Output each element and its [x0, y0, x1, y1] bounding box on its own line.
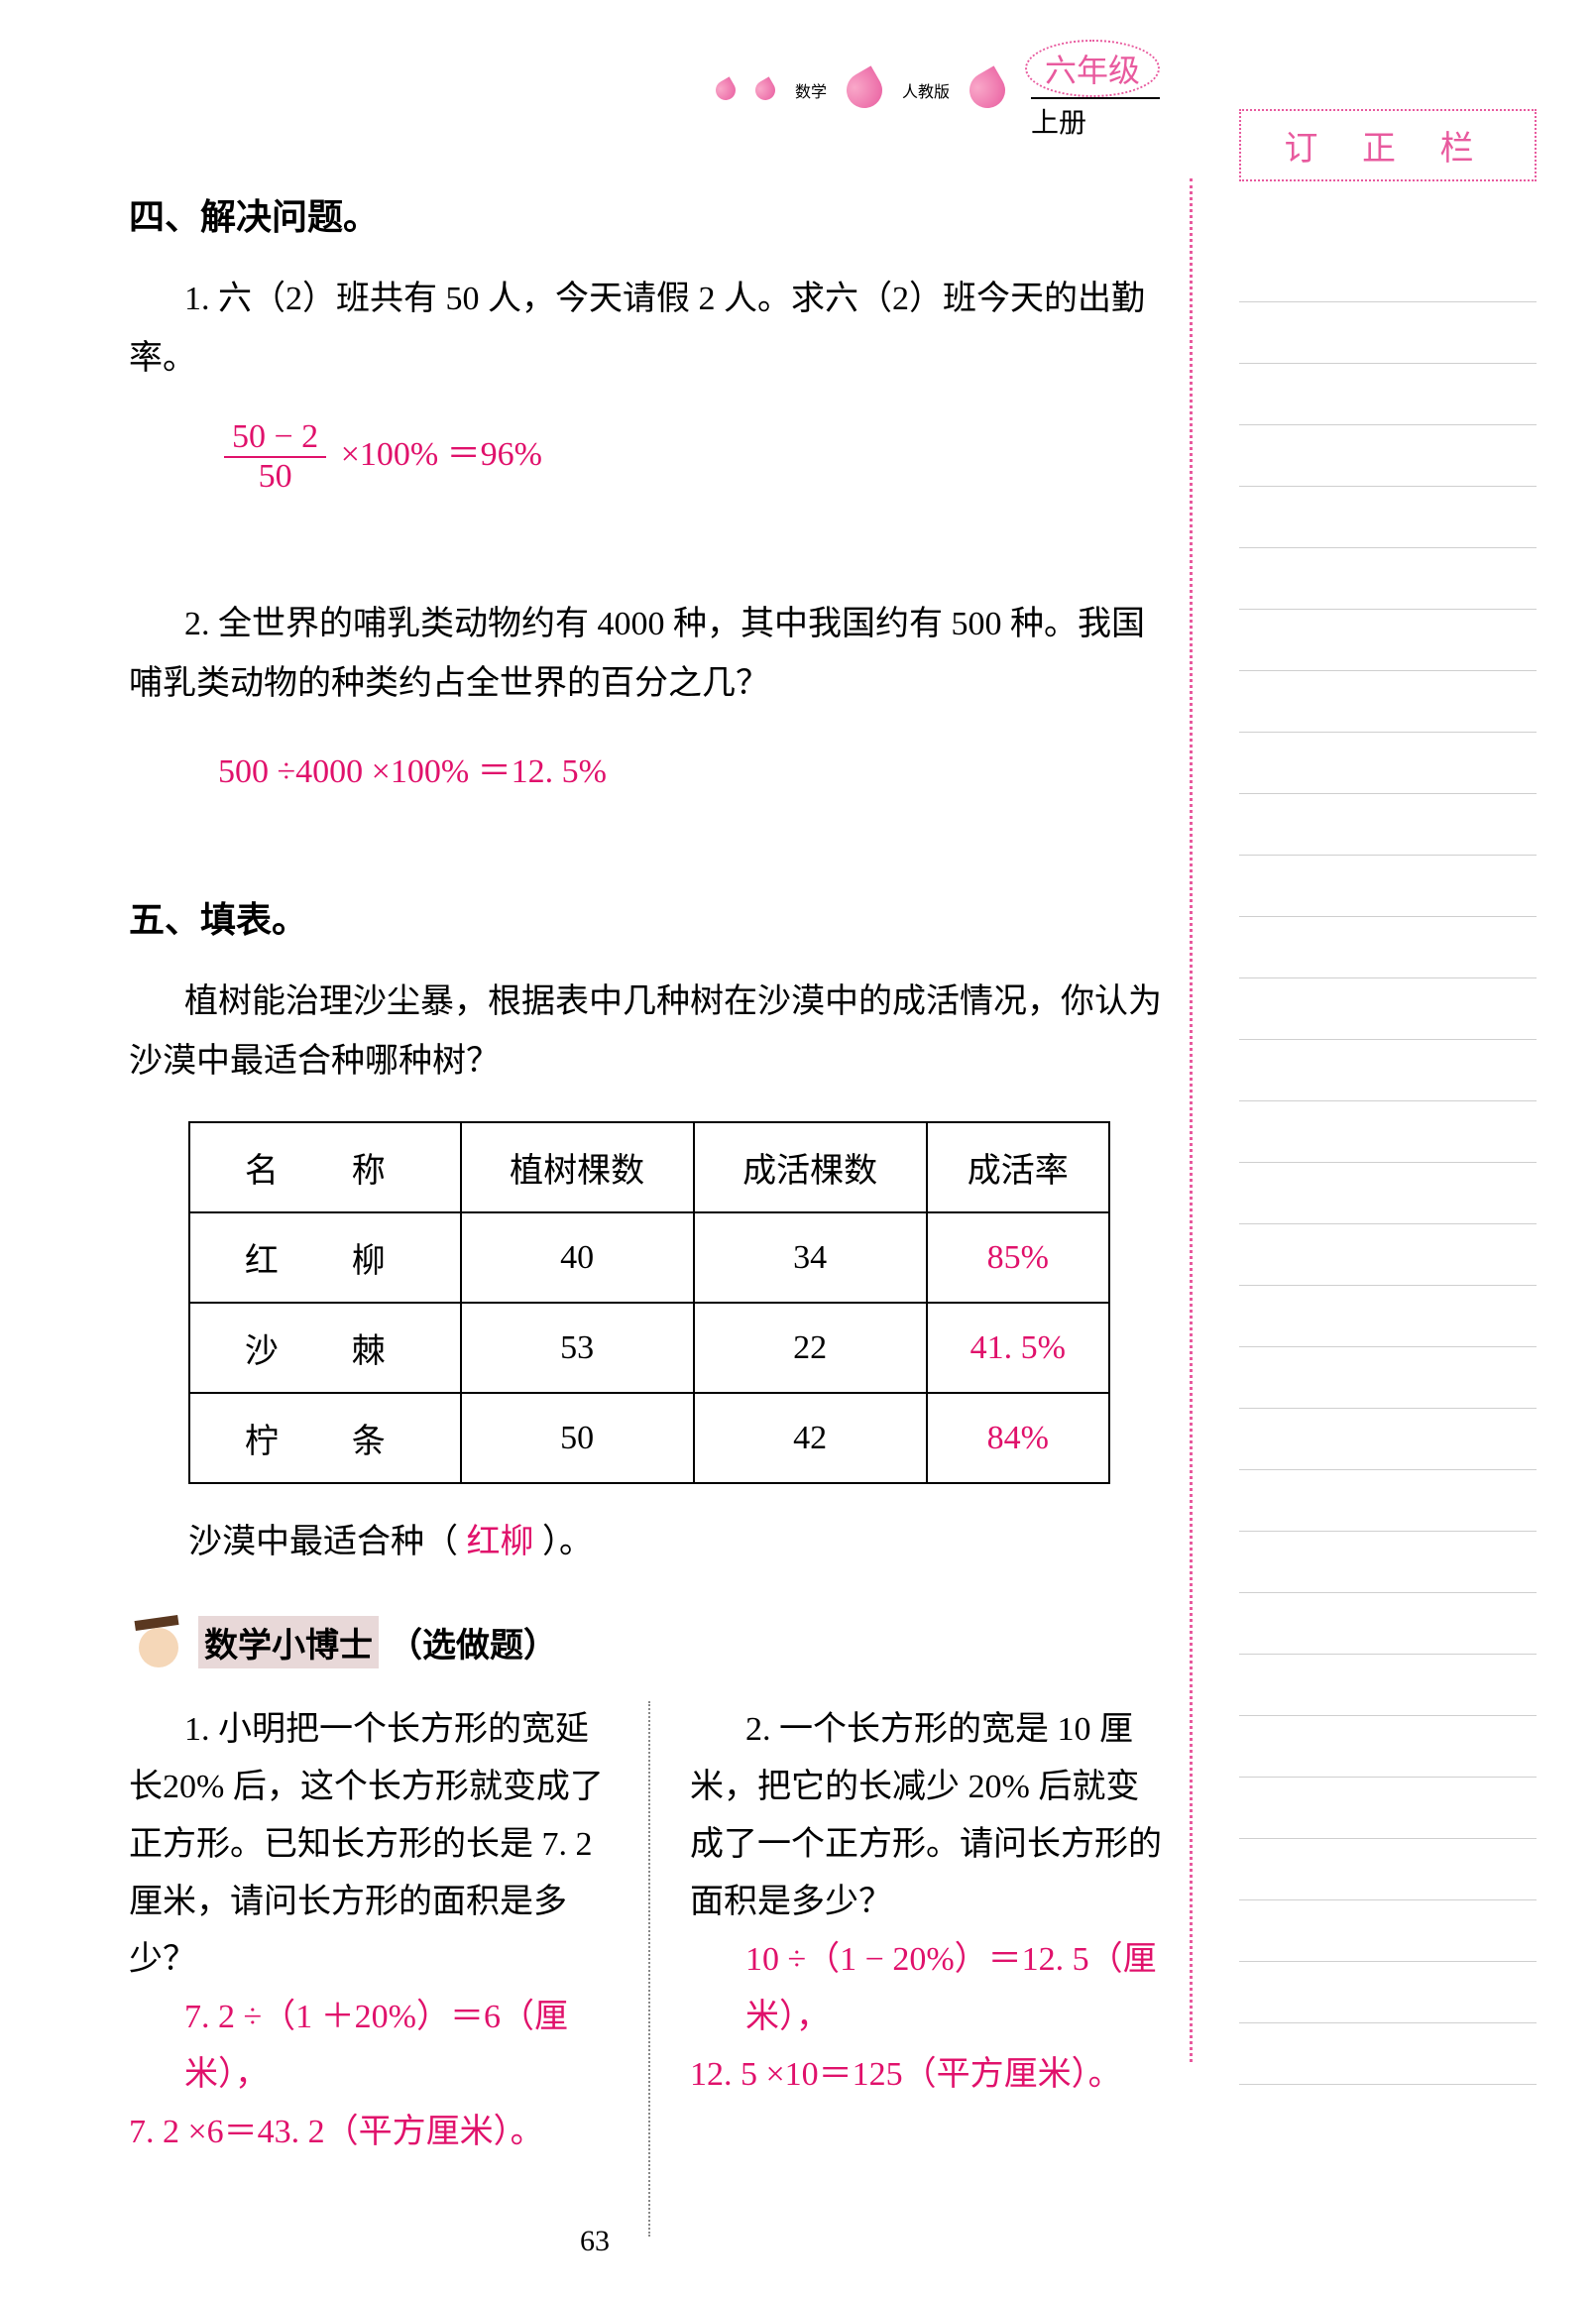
ruled-line — [1239, 1286, 1537, 1347]
ruled-line — [1239, 856, 1537, 917]
page-root: 数学 人教版 六年级 上册 订 正 栏 四、解决问题。 1. 六（2）班共有 5… — [0, 0, 1596, 2298]
ruled-line — [1239, 1224, 1537, 1286]
table-row: 柠 条504284% — [189, 1393, 1109, 1483]
table-cell: 50 — [461, 1393, 694, 1483]
doctor-problem-2: 2. 一个长方形的宽是 10 厘米，把它的长减少 20% 后就变成了一个正方形。… — [690, 1701, 1170, 1931]
optional-label: （选做题） — [389, 1618, 557, 1666]
ruled-line — [1239, 1962, 1537, 2023]
ruled-line — [1239, 794, 1537, 856]
doctor-icon — [129, 1612, 188, 1671]
ruled-line — [1239, 1347, 1537, 1409]
tree-survival-table: 名 称 植树棵数 成活棵数 成活率 红 柳403485%沙 棘532241. 5… — [188, 1121, 1110, 1484]
grade-vol-group: 六年级 上册 — [1025, 40, 1160, 141]
table-cell: 85% — [927, 1212, 1109, 1303]
doctor-col-2: 2. 一个长方形的宽是 10 厘米，把它的长减少 20% 后就变成了一个正方形。… — [690, 1701, 1170, 2237]
table-row: 红 柳403485% — [189, 1212, 1109, 1303]
ruled-line — [1239, 1593, 1537, 1655]
table-header: 成活棵数 — [694, 1122, 927, 1212]
table-header-row: 名 称 植树棵数 成活棵数 成活率 — [189, 1122, 1109, 1212]
doctor-problem-1: 1. 小明把一个长方形的宽延长20% 后，这个长方形就变成了正方形。已知长方形的… — [129, 1701, 609, 1989]
ruled-line — [1239, 1778, 1537, 1839]
doctor-col-1: 1. 小明把一个长方形的宽延长20% 后，这个长方形就变成了正方形。已知长方形的… — [129, 1701, 609, 2237]
conclusion-prefix: 沙漠中最适合种（ — [188, 1524, 458, 1560]
ruled-line — [1239, 487, 1537, 548]
leaf-icon — [840, 65, 888, 114]
main-content: 四、解决问题。 1. 六（2）班共有 50 人，今天请假 2 人。求六（2）班今… — [129, 188, 1170, 2237]
ruled-line — [1239, 1470, 1537, 1532]
table-cell: 沙 棘 — [189, 1303, 461, 1393]
ruled-line — [1239, 1716, 1537, 1778]
ruled-line — [1239, 241, 1537, 302]
leaf-icon — [712, 76, 739, 103]
table-header: 植树棵数 — [461, 1122, 694, 1212]
ruled-line — [1239, 1040, 1537, 1101]
conclusion-answer: 红柳 — [467, 1524, 534, 1560]
correction-column: 订 正 栏 — [1239, 109, 1537, 2085]
volume-label: 上册 — [1031, 97, 1160, 141]
doctor-answer-1a: 7. 2 ÷（1 ＋20%）＝6（厘米）， — [184, 1989, 609, 2104]
section-4-title: 四、解决问题。 — [129, 188, 1170, 240]
doctor-two-column: 1. 小明把一个长方形的宽延长20% 后，这个长方形就变成了正方形。已知长方形的… — [129, 1701, 1170, 2237]
ruled-line — [1239, 548, 1537, 610]
ruled-lines — [1239, 241, 1537, 2085]
section-4-answer-2: 500 ÷4000 ×100% ＝12. 5% — [218, 744, 1170, 792]
fraction: 50 − 2 50 — [224, 418, 326, 496]
ruled-line — [1239, 1101, 1537, 1163]
table-cell: 柠 条 — [189, 1393, 461, 1483]
table-cell: 53 — [461, 1303, 694, 1393]
section-4-problem-1: 1. 六（2）班共有 50 人，今天请假 2 人。求六（2）班今天的出勤率。 — [129, 270, 1170, 389]
table-cell: 34 — [694, 1212, 927, 1303]
table-cell: 40 — [461, 1212, 694, 1303]
ruled-line — [1239, 733, 1537, 794]
table-cell: 42 — [694, 1393, 927, 1483]
ruled-line — [1239, 425, 1537, 487]
publisher-label: 人教版 — [902, 78, 950, 102]
grade-badge: 六年级 — [1025, 40, 1160, 97]
table-header: 名 称 — [189, 1122, 461, 1212]
ruled-line — [1239, 1655, 1537, 1716]
section-4-problem-2: 2. 全世界的哺乳类动物约有 4000 种，其中我国约有 500 种。我国哺乳类… — [129, 595, 1170, 714]
ruled-line — [1239, 302, 1537, 364]
doctor-label: 数学小博士 — [198, 1616, 379, 1668]
page-number: 63 — [0, 2225, 1190, 2258]
section-5-conclusion: 沙漠中最适合种（ 红柳 ）。 — [188, 1514, 1170, 1562]
section-5-title: 五、填表。 — [129, 891, 1170, 943]
table-cell: 红 柳 — [189, 1212, 461, 1303]
leaf-icon — [751, 76, 778, 103]
ruled-line — [1239, 2023, 1537, 2085]
section-4-answer-1: 50 − 2 50 ×100% ＝96% — [218, 418, 1170, 496]
table-cell: 41. 5% — [927, 1303, 1109, 1393]
math-doctor-heading: 数学小博士 （选做题） — [129, 1612, 1170, 1671]
ruled-line — [1239, 671, 1537, 733]
fraction-denominator: 50 — [224, 458, 326, 496]
table-cell: 22 — [694, 1303, 927, 1393]
ruled-line — [1239, 978, 1537, 1040]
conclusion-suffix: ）。 — [542, 1524, 593, 1560]
fraction-numerator: 50 − 2 — [224, 418, 326, 458]
leaf-icon — [963, 65, 1011, 114]
doctor-answer-2b: 12. 5 ×10＝125（平方厘米）。 — [690, 2046, 1170, 2104]
table-cell: 84% — [927, 1393, 1109, 1483]
ruled-line — [1239, 1532, 1537, 1593]
correction-title: 订 正 栏 — [1239, 109, 1537, 181]
vertical-dotted-divider — [1190, 178, 1193, 2062]
ruled-line — [1239, 1839, 1537, 1900]
header-decoration: 数学 人教版 六年级 上册 — [716, 40, 1160, 141]
table-header: 成活率 — [927, 1122, 1109, 1212]
section-5-intro: 植树能治理沙尘暴，根据表中几种树在沙漠中的成活情况，你认为沙漠中最适合种哪种树？ — [129, 973, 1170, 1092]
ruled-line — [1239, 1409, 1537, 1470]
table-row: 沙 棘532241. 5% — [189, 1303, 1109, 1393]
fraction-suffix: ×100% ＝96% — [341, 436, 542, 473]
ruled-line — [1239, 917, 1537, 978]
ruled-line — [1239, 1900, 1537, 1962]
column-divider — [648, 1701, 650, 2237]
ruled-line — [1239, 364, 1537, 425]
doctor-answer-1b: 7. 2 ×6＝43. 2（平方厘米）。 — [129, 2104, 609, 2161]
ruled-line — [1239, 610, 1537, 671]
subject-label: 数学 — [795, 78, 827, 102]
ruled-line — [1239, 1163, 1537, 1224]
doctor-answer-2a: 10 ÷（1 − 20%）＝12. 5（厘米）， — [745, 1931, 1170, 2046]
